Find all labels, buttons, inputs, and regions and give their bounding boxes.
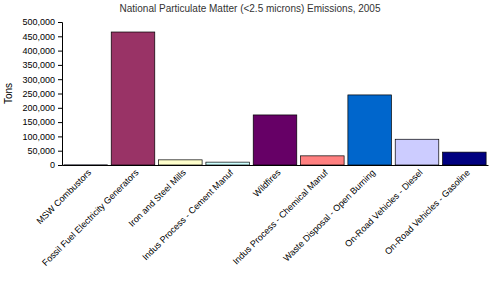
x-axis: MSW CombustorsFossil Fuel Electricity Ge… <box>35 165 489 268</box>
x-tick: Indus Process - Chemical Manuf <box>231 165 330 267</box>
y-axis-line <box>58 23 63 166</box>
bar <box>253 115 297 165</box>
y-tick-mark <box>58 108 62 109</box>
y-tick-mark <box>58 51 62 52</box>
x-tick-label: Wildfires <box>251 167 283 199</box>
x-tick-label: On-Road Vehicles - Diesel <box>343 167 425 249</box>
bar <box>159 160 203 165</box>
x-tick: On-Road Vehicles - Diesel <box>343 165 425 249</box>
y-tick-label: 400,000 <box>22 46 55 56</box>
plot: 0 50,000 100,000 150,000 200,000 250,000 300,0… <box>22 17 488 268</box>
y-tick-mark <box>58 151 62 152</box>
bar <box>348 95 392 165</box>
y-tick-label: 100,000 <box>22 132 55 142</box>
y-axis-title: Tons <box>3 83 14 104</box>
y-tick-label: 0 <box>50 160 55 170</box>
y-tick-label: 350,000 <box>22 60 55 70</box>
y-axis: 0 50,000 100,000 150,000 200,000 250,000 300,0… <box>22 17 62 170</box>
y-tick-mark <box>58 94 62 95</box>
x-tick: Indus Process - Cement Manuf <box>140 165 235 262</box>
x-tick: Fossil Fuel Electricity Generators <box>40 165 141 268</box>
y-tick: 300,000 <box>22 75 62 85</box>
bar <box>64 164 108 165</box>
x-axis-line <box>63 165 489 166</box>
y-tick: 500,000 <box>22 17 62 27</box>
y-tick: 0 <box>50 160 62 170</box>
x-tick-label: Indus Process - Cement Manuf <box>140 167 235 262</box>
x-tick-label: On-Road Vehicles - Gasoline <box>383 167 472 256</box>
y-tick: 250,000 <box>22 89 62 99</box>
y-tick: 150,000 <box>22 117 62 127</box>
x-tick: Wildfires <box>251 165 283 199</box>
title: National Particulate Matter (<2.5 micron… <box>120 3 381 14</box>
y-tick: 350,000 <box>22 60 62 70</box>
y-tick-mark <box>58 65 62 66</box>
x-tick-label: Waste Disposal - Open Burning <box>281 167 377 263</box>
y-tick-mark <box>58 79 62 80</box>
y-tick-label: 150,000 <box>22 117 55 127</box>
y-tick-mark <box>58 22 62 23</box>
y-tick-mark <box>58 122 62 123</box>
chart: National Particulate Matter (<2.5 micron… <box>0 0 500 300</box>
bar <box>301 156 345 165</box>
bar <box>111 32 155 165</box>
bar <box>395 139 439 165</box>
y-tick: 400,000 <box>22 46 62 56</box>
y-tick: 100,000 <box>22 132 62 142</box>
y-tick: 50,000 <box>27 146 62 156</box>
y-tick-mark <box>58 36 62 37</box>
bars <box>64 32 486 165</box>
bar <box>206 162 250 165</box>
y-tick-label: 450,000 <box>22 32 55 42</box>
y-tick-mark <box>58 165 62 166</box>
y-tick: 200,000 <box>22 103 62 113</box>
x-tick-label: Indus Process - Chemical Manuf <box>231 167 330 266</box>
y-tick-label: 250,000 <box>22 89 55 99</box>
y-tick-label: 300,000 <box>22 75 55 85</box>
y-tick-label: 500,000 <box>22 17 55 27</box>
y-tick-mark <box>58 136 62 137</box>
y-tick: 450,000 <box>22 32 62 42</box>
x-tick-label: Fossil Fuel Electricity Generators <box>40 167 141 268</box>
bar <box>443 152 487 165</box>
y-tick-label: 50,000 <box>27 146 55 156</box>
y-tick-label: 200,000 <box>22 103 55 113</box>
x-tick: On-Road Vehicles - Gasoline <box>383 165 472 257</box>
x-tick: Waste Disposal - Open Burning <box>281 165 377 263</box>
